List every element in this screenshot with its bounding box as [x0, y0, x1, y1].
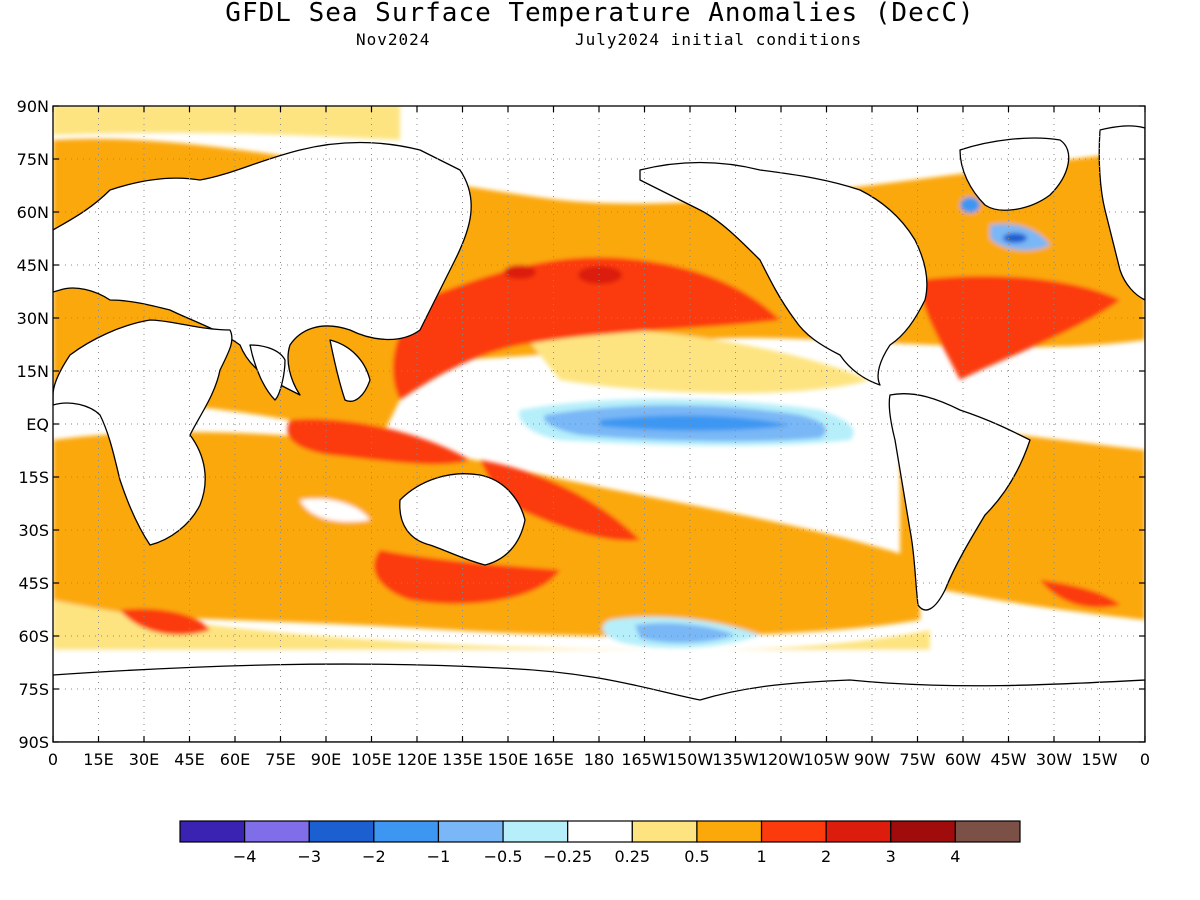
lon-tick-label: 0	[1140, 750, 1150, 769]
lat-tick-label: 15N	[17, 362, 49, 381]
lat-tick-label: 30N	[17, 309, 49, 328]
colorbar-label: −0.25	[543, 847, 592, 866]
lon-tick-label: 0	[48, 750, 58, 769]
lon-tick-label: 90W	[854, 750, 890, 769]
colorbar-label: 4	[950, 847, 960, 866]
lon-tick-label: 15E	[83, 750, 113, 769]
colorbar-swatch	[631, 820, 698, 843]
colorbar-swatch	[954, 820, 1021, 843]
colorbar-label: −3	[297, 847, 321, 866]
lat-tick-label: 30S	[18, 521, 49, 540]
colorbar-swatch	[308, 820, 375, 843]
lon-tick-label: 165W	[621, 750, 668, 769]
initial-conditions: July2024 initial conditions	[575, 30, 863, 49]
lon-tick-label: 120W	[758, 750, 805, 769]
lat-tick-label: 75N	[17, 150, 49, 169]
lon-tick-label: 90E	[311, 750, 341, 769]
colorbar-swatch	[179, 820, 246, 843]
lat-tick-label: 45S	[18, 574, 49, 593]
lon-tick-label: 30E	[129, 750, 159, 769]
colorbar-label: 0.25	[614, 847, 650, 866]
colorbar-label: −0.5	[484, 847, 523, 866]
colorbar-label: 1	[756, 847, 766, 866]
colorbar-label: 0.5	[684, 847, 709, 866]
lon-tick-label: 105W	[803, 750, 850, 769]
colorbar-swatch	[567, 820, 633, 843]
colorbar-swatch	[373, 820, 440, 843]
colorbar-label: 3	[886, 847, 896, 866]
lon-tick-label: 135W	[712, 750, 759, 769]
latitude-axis: 90N 75N 60N 45N 30N 15N EQ 15S 30S 45S 60S 75S 90S	[17, 97, 1145, 752]
lat-tick-label: 75S	[18, 680, 49, 699]
coastlines	[53, 125, 1145, 742]
map-title: GFDL Sea Surface Temperature Anomalies (…	[225, 0, 975, 28]
lat-tick-label: 90S	[18, 733, 49, 752]
lon-tick-label: 30W	[1036, 750, 1072, 769]
colorbar-swatch	[502, 820, 569, 843]
lon-tick-label: 165E	[533, 750, 574, 769]
lat-tick-label: 60N	[17, 203, 49, 222]
colorbar-swatch	[244, 820, 310, 843]
colorbar: −4 −3 −2 −1 −0.5 −0.25 0.25 0.5 1 2 3 4	[179, 820, 1021, 866]
lon-tick-label: 180	[584, 750, 615, 769]
lon-tick-label: 15W	[1081, 750, 1117, 769]
lat-tick-label: 15S	[18, 468, 49, 487]
lon-tick-label: 60E	[220, 750, 250, 769]
colorbar-swatch	[890, 820, 956, 843]
lon-tick-label: 150E	[488, 750, 529, 769]
colorbar-label: −4	[233, 847, 257, 866]
lon-tick-label: 120E	[397, 750, 438, 769]
lon-tick-label: 150W	[667, 750, 714, 769]
graticule	[53, 106, 1145, 742]
lon-tick-label: 75W	[899, 750, 935, 769]
lat-tick-label: EQ	[26, 415, 49, 434]
valid-month: Nov2024	[356, 30, 431, 49]
lat-tick-label: 60S	[18, 627, 49, 646]
lon-tick-label: 135E	[442, 750, 483, 769]
colorbar-label: −2	[362, 847, 386, 866]
colorbar-label: −1	[427, 847, 451, 866]
lon-tick-label: 105E	[351, 750, 392, 769]
lon-tick-label: 45W	[990, 750, 1026, 769]
colorbar-swatch	[760, 820, 827, 843]
colorbar-swatch	[825, 820, 892, 843]
colorbar-label: 2	[821, 847, 831, 866]
lon-tick-label: 60W	[945, 750, 981, 769]
longitude-axis: 0 15E 30E 45E 60E 75E 90E 105E 120E 135E 150E 165E 1…	[48, 106, 1150, 769]
lat-tick-label: 90N	[17, 97, 49, 116]
colorbar-swatch	[437, 820, 504, 843]
lon-tick-label: 75E	[265, 750, 295, 769]
lat-tick-label: 45N	[17, 256, 49, 275]
colorbar-swatch	[696, 820, 763, 843]
lon-tick-label: 45E	[174, 750, 204, 769]
